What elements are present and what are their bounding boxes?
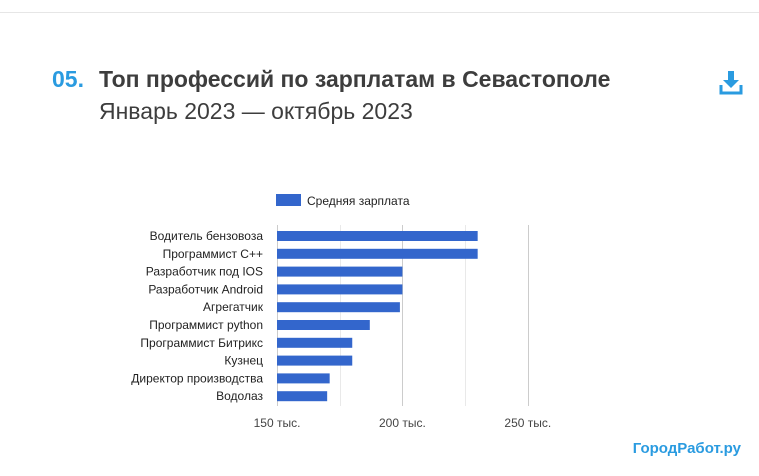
- category-label: Водитель бензовоза: [150, 229, 264, 243]
- bar: [277, 284, 403, 295]
- bar: [277, 373, 330, 384]
- legend-label: Средняя зарплата: [307, 194, 410, 208]
- x-tick-label: 150 тыс.: [254, 416, 301, 430]
- section-number: 05.: [52, 66, 84, 92]
- bar: [277, 266, 403, 277]
- category-label: Разработчик Android: [148, 282, 263, 296]
- download-icon[interactable]: [719, 70, 743, 96]
- x-tick-label: 200 тыс.: [379, 416, 426, 430]
- bar: [277, 302, 400, 313]
- bar: [277, 391, 328, 402]
- bar: [277, 355, 353, 366]
- x-tick-label: 250 тыс.: [504, 416, 551, 430]
- category-label: Агрегатчик: [203, 300, 264, 314]
- brand-logo[interactable]: ГородРабот.ру: [632, 440, 741, 457]
- bar: [277, 231, 478, 241]
- category-label: Программист Битрикс: [140, 336, 263, 350]
- category-label: Программист C++: [163, 247, 263, 261]
- legend-swatch: [276, 194, 301, 206]
- category-label: Директор производства: [131, 371, 263, 385]
- bar: [277, 320, 370, 330]
- bar: [277, 337, 353, 348]
- page-title: Топ профессий по зарплатам в Севастополе: [99, 66, 611, 92]
- top-divider: [0, 12, 759, 13]
- category-label: Водолаз: [216, 389, 263, 403]
- category-label: Разработчик под IOS: [146, 265, 263, 279]
- bar: [277, 248, 478, 259]
- page-subtitle: Январь 2023 — октябрь 2023: [99, 98, 413, 124]
- category-label: Программист python: [149, 318, 263, 332]
- category-label: Кузнец: [224, 354, 263, 368]
